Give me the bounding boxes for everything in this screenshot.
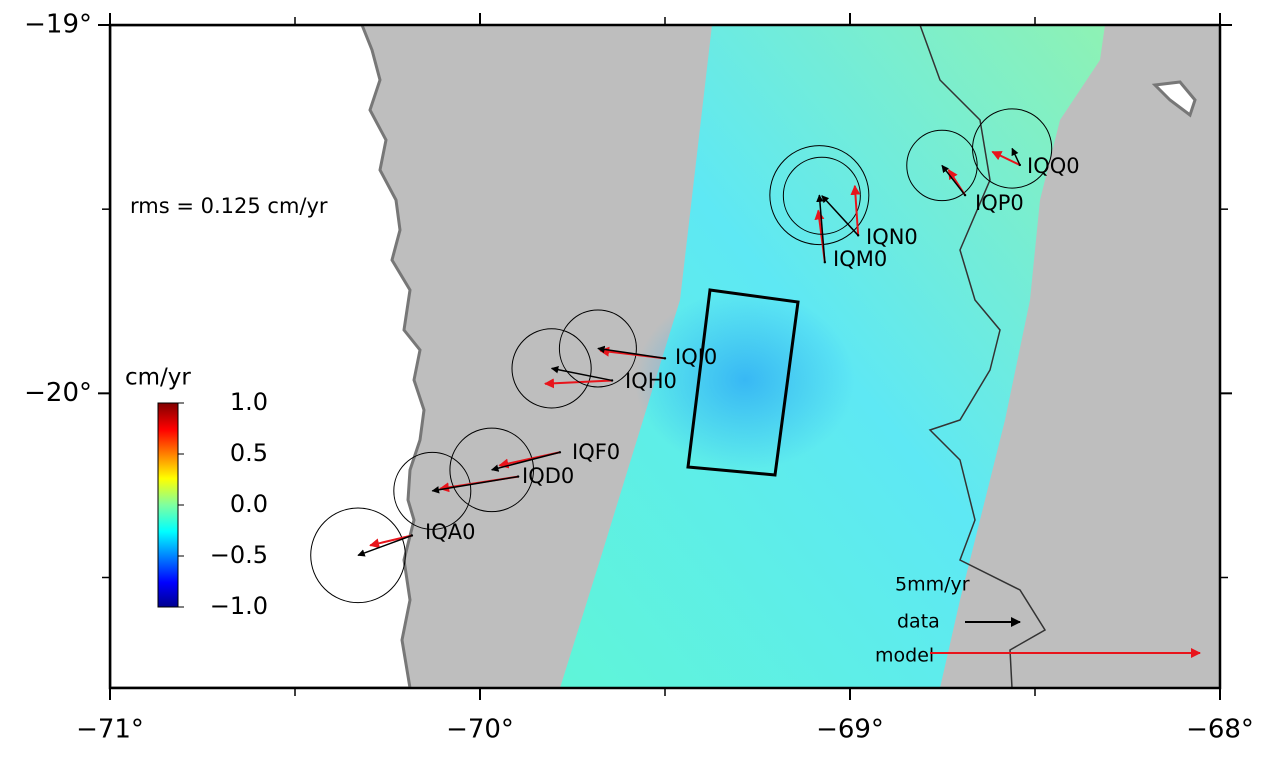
station-label: IQD0 — [522, 464, 574, 488]
station — [559, 451, 561, 453]
legend-data: data — [897, 611, 940, 633]
station — [664, 357, 666, 359]
colorbar-title: cm/yr — [125, 365, 191, 391]
colorbar-tick-label: 1.0 — [230, 388, 268, 416]
legend-model: model — [875, 645, 934, 667]
station — [824, 261, 826, 263]
x-tick-label: −70° — [446, 715, 514, 745]
basemap — [110, 25, 1220, 688]
station-label: IQP0 — [975, 191, 1024, 215]
map-figure: rms = 0.125 cm/yr cm/yr 5mm/yr data mode… — [0, 0, 1263, 754]
colorbar-tick-label: 0.0 — [230, 490, 268, 518]
colorbar — [158, 403, 178, 607]
station — [517, 475, 519, 477]
station-label: IQA0 — [425, 520, 475, 544]
colorbar-tick-label: −1.0 — [210, 592, 268, 620]
x-tick-label: −68° — [1186, 715, 1254, 745]
station — [611, 379, 613, 381]
x-tick-label: −71° — [76, 715, 144, 745]
station — [1019, 164, 1021, 166]
station-label: IQQ0 — [1027, 154, 1080, 178]
station — [411, 534, 413, 536]
station-label: IQN0 — [866, 225, 918, 249]
station-label: IQI0 — [675, 345, 717, 369]
y-tick-label: −20° — [24, 378, 92, 408]
x-tick-label: −69° — [816, 715, 884, 745]
rms-label: rms = 0.125 cm/yr — [130, 194, 328, 218]
station — [857, 234, 859, 236]
legend-scale: 5mm/yr — [895, 574, 970, 596]
ocean — [110, 25, 424, 688]
colorbar-tick-label: −0.5 — [210, 541, 268, 569]
station — [964, 194, 966, 196]
station-label: IQF0 — [572, 440, 620, 464]
colorbar-tick-label: 0.5 — [230, 439, 268, 467]
station-label: IQM0 — [833, 247, 887, 271]
y-tick-label: −19° — [24, 10, 92, 40]
station-label: IQH0 — [625, 369, 677, 393]
